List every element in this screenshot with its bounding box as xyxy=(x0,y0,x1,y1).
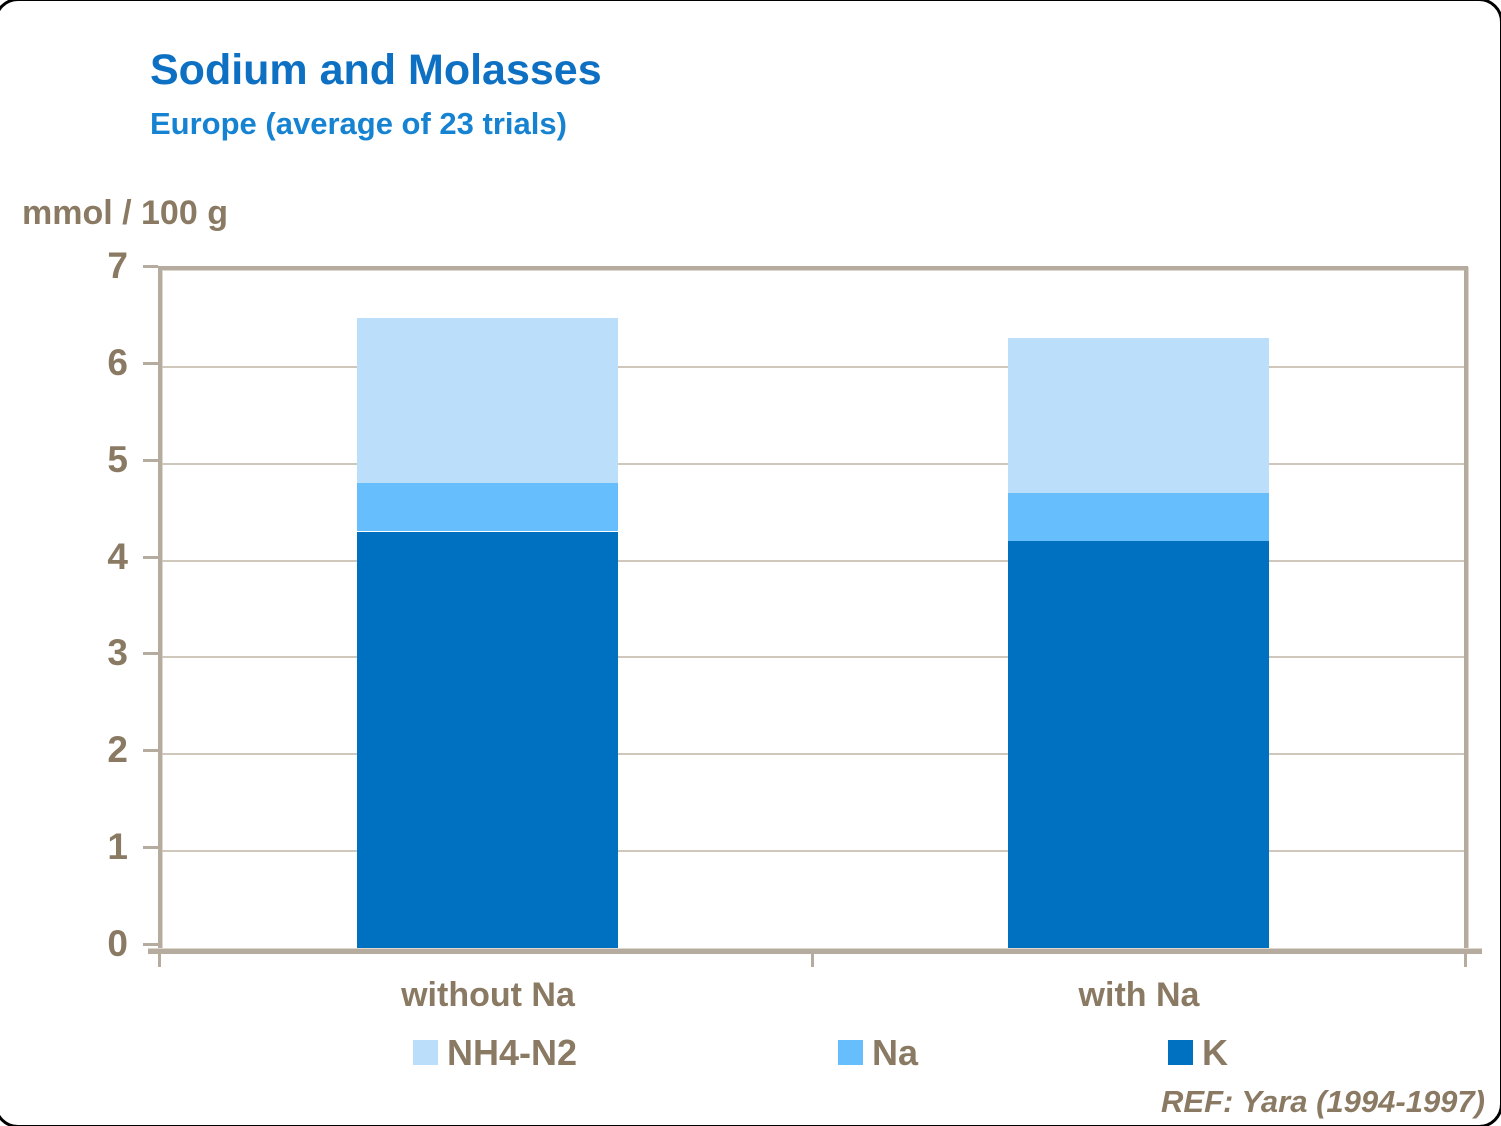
y-tick-label-4: 4 xyxy=(107,535,128,577)
legend-swatch-nh4-n2-icon xyxy=(413,1040,438,1065)
y-tick-label-1: 1 xyxy=(107,826,128,868)
y-tick-label-7: 7 xyxy=(107,245,128,286)
legend-label-na: Na xyxy=(872,1032,919,1073)
category-label-without-na: without Na xyxy=(401,976,575,1014)
y-tick-label-0: 0 xyxy=(107,923,128,964)
bar-segment-nh4-n2-with-na xyxy=(1008,338,1269,493)
plot-area xyxy=(158,266,1468,952)
x-axis-line xyxy=(148,948,1482,954)
y-tick-label-2: 2 xyxy=(107,729,128,771)
y-tick-mark-0 xyxy=(143,943,158,946)
gridline-1 xyxy=(162,850,1464,853)
y-tick-label-3: 3 xyxy=(107,632,128,674)
gridline-5 xyxy=(162,462,1464,465)
x-tick-mark-0 xyxy=(158,952,161,967)
y-tick-label-5: 5 xyxy=(107,438,128,480)
y-axis-unit-label: mmol / 100 g xyxy=(22,194,228,232)
legend-label-nh4-n2: NH4-N2 xyxy=(447,1032,578,1073)
legend-label-k: K xyxy=(1202,1032,1228,1073)
legend-item-nh4-n2: NH4-N2 xyxy=(413,1032,578,1073)
gridline-2 xyxy=(162,753,1464,756)
chart-subtitle: Europe (average of 23 trials) xyxy=(150,106,567,141)
legend-item-k: K xyxy=(1168,1032,1228,1073)
category-label-with-na: with Na xyxy=(1078,976,1200,1014)
bar-segment-k-with-na xyxy=(1008,541,1269,948)
x-tick-mark-1 xyxy=(811,952,814,967)
y-tick-mark-7 xyxy=(143,265,158,268)
y-tick-mark-3 xyxy=(143,652,158,656)
bar-segment-k-without-na xyxy=(357,532,618,948)
bar-segment-nh4-n2-without-na xyxy=(357,318,618,483)
legend-item-na: Na xyxy=(838,1032,919,1073)
gridline-4 xyxy=(162,559,1464,562)
chart-title: Sodium and Molasses xyxy=(150,46,602,94)
y-tick-mark-2 xyxy=(143,749,158,753)
y-tick-mark-4 xyxy=(143,555,158,559)
bar-segment-na-with-na xyxy=(1008,493,1269,541)
y-tick-mark-5 xyxy=(143,458,158,462)
legend-swatch-k-icon xyxy=(1168,1040,1193,1065)
gridline-3 xyxy=(162,656,1464,659)
x-tick-mark-2 xyxy=(1464,952,1467,967)
y-tick-mark-1 xyxy=(143,846,158,850)
reference-text: REF: Yara (1994-1997) xyxy=(1161,1084,1485,1119)
legend-swatch-na-icon xyxy=(838,1040,863,1065)
bar-segment-na-without-na xyxy=(357,483,618,531)
y-tick-mark-6 xyxy=(143,361,158,365)
y-tick-label-6: 6 xyxy=(107,341,128,383)
gridline-6 xyxy=(162,365,1464,368)
